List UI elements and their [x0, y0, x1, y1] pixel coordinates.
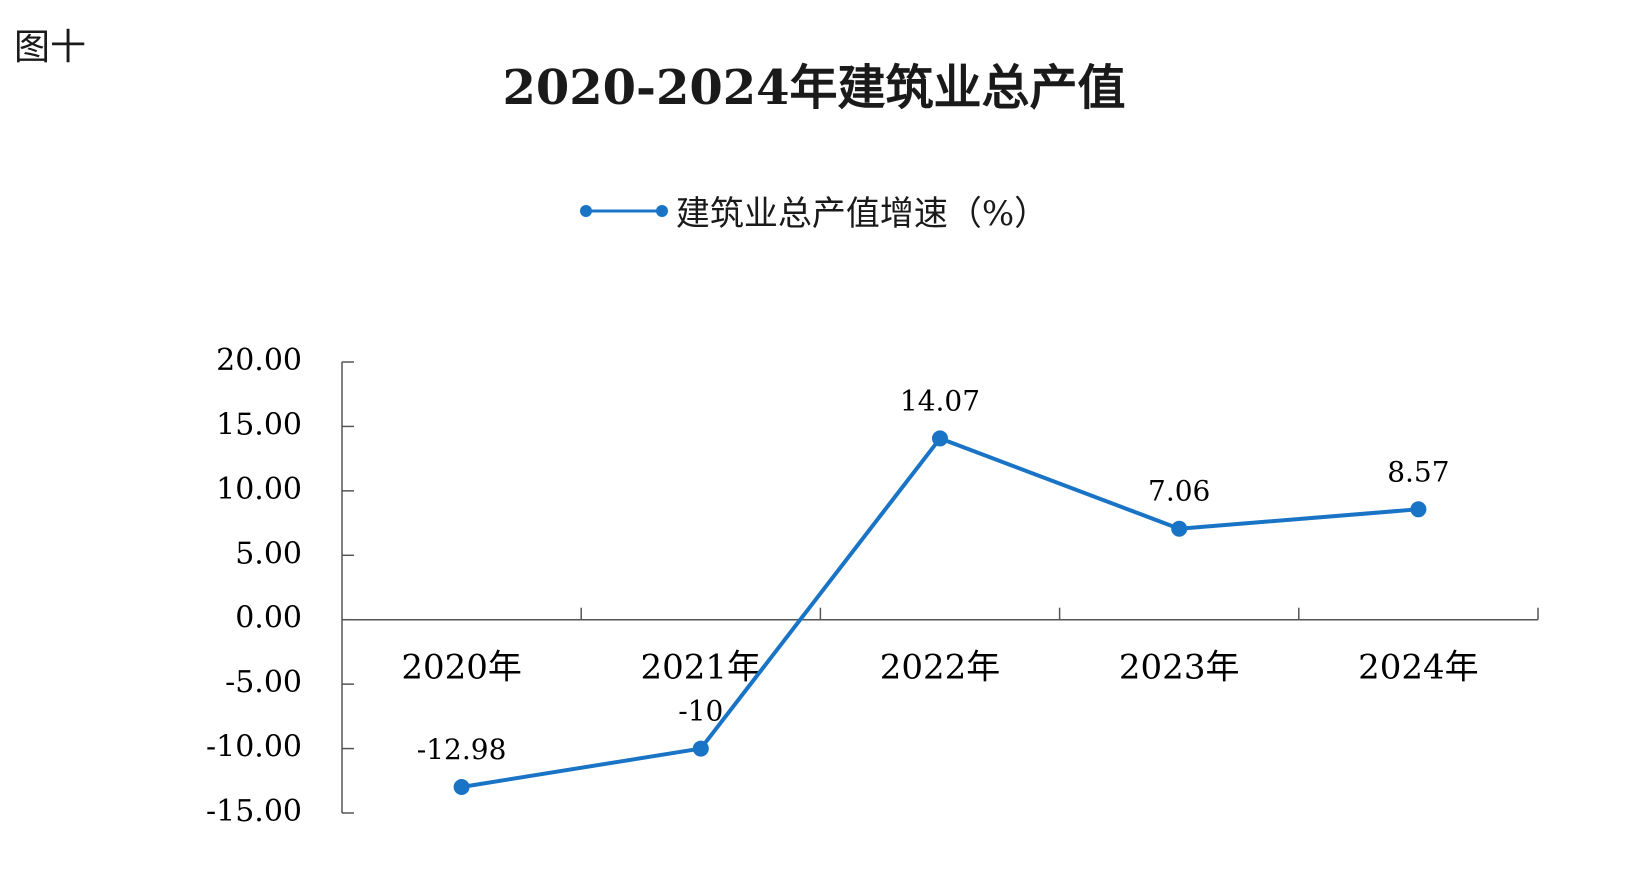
- x-tick-label: 2022年: [880, 648, 1001, 688]
- x-tick-label: 2021年: [641, 648, 762, 688]
- x-tick-label: 2023年: [1119, 648, 1240, 688]
- data-label: 14.07: [900, 384, 980, 417]
- y-tick-label: 20.00: [216, 343, 302, 378]
- y-tick-labels: 20.00 15.00 10.00 5.00 0.00 -5.00 -10.00 -15.00: [206, 343, 302, 829]
- series-line: [461, 436, 1419, 789]
- data-point: [692, 740, 709, 757]
- data-label: 7.06: [1148, 475, 1210, 508]
- legend-series-label: 建筑业总产值增速（%）: [675, 194, 1049, 234]
- y-tick-label: 15.00: [216, 407, 302, 442]
- legend-line-marker-icon: [579, 204, 668, 217]
- x-tick-label: 2020年: [401, 648, 522, 688]
- data-point: [1171, 520, 1188, 537]
- y-tick-label: 0.00: [235, 601, 302, 636]
- y-tick-label: -10.00: [206, 730, 302, 765]
- y-tick-label: -15.00: [206, 794, 302, 829]
- data-label: -12.98: [417, 733, 507, 766]
- y-tick-label: 5.00: [235, 536, 302, 571]
- data-point: [453, 778, 470, 795]
- data-label: 8.57: [1387, 455, 1449, 488]
- data-point: [932, 430, 948, 447]
- chart-title: 2020-2024年建筑业总产值: [502, 60, 1126, 116]
- x-tick-label: 2024年: [1358, 648, 1479, 688]
- figure-label: 图十: [14, 27, 87, 68]
- data-point: [1410, 501, 1427, 518]
- x-tick-labels: 2020年 2021年 2022年 2023年 2024年: [401, 648, 1478, 688]
- data-labels: -12.98 -10 14.07 7.06 8.57: [417, 384, 1450, 766]
- chart-legend: 建筑业总产值增速（%）: [0, 186, 1628, 235]
- series-group: [453, 430, 1427, 795]
- axes-group: [341, 361, 1539, 814]
- y-tick-label: -5.00: [225, 665, 302, 700]
- data-label: -10: [678, 695, 723, 728]
- y-tick-label: 10.00: [216, 472, 302, 507]
